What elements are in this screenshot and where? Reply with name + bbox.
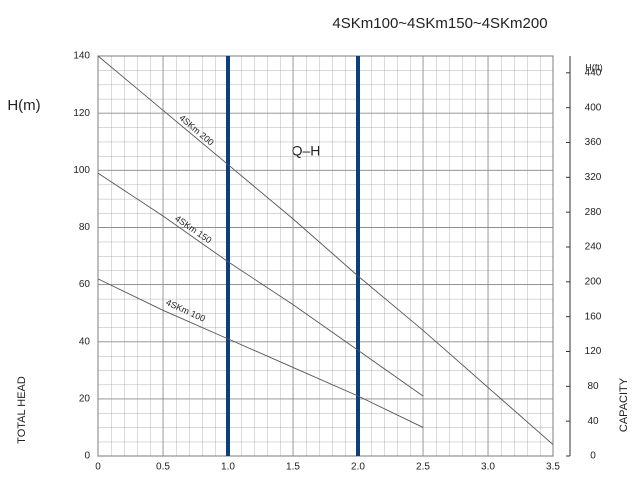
y-tick-label: 20 bbox=[79, 393, 91, 404]
x-tick-label: 3.5 bbox=[546, 462, 560, 473]
series-line bbox=[97, 172, 424, 397]
y2-axis-title: CAPACITY bbox=[618, 377, 630, 432]
y-tick-label: 120 bbox=[73, 108, 90, 119]
y2-tick-label: 400 bbox=[585, 102, 602, 113]
x-tick-label: 2.0 bbox=[351, 462, 365, 473]
x-tick-label: 1.5 bbox=[286, 462, 300, 473]
y2-tick-label: 200 bbox=[585, 276, 602, 287]
x-tick-label: 1.0 bbox=[221, 462, 235, 473]
y-tick-label: 60 bbox=[79, 279, 91, 290]
y2-tick-label: 240 bbox=[585, 242, 602, 253]
plot-area bbox=[97, 55, 554, 457]
y2-tick-label: 320 bbox=[585, 172, 602, 183]
x-tick-label: 3.0 bbox=[481, 462, 495, 473]
y2-tick-label: 360 bbox=[585, 137, 602, 148]
y2-tick-label: 40 bbox=[587, 416, 599, 427]
y2-tick-label: 80 bbox=[587, 381, 599, 392]
x-tick-label: 0 bbox=[95, 462, 101, 473]
y-tick-label: 40 bbox=[79, 336, 91, 347]
x-tick-label: 0.5 bbox=[156, 462, 170, 473]
y2-label: H(ft) bbox=[585, 62, 603, 72]
y2-tick-label: 440 bbox=[585, 67, 602, 78]
chart-title: 4SKm100~4SKm150~4SKm200 bbox=[332, 15, 547, 32]
series-line bbox=[97, 278, 424, 428]
y2-tick-label: 160 bbox=[585, 311, 602, 322]
y-axis-title: TOTAL HEAD bbox=[16, 376, 28, 444]
curve-label: Q–H bbox=[292, 143, 321, 159]
series-line bbox=[97, 55, 554, 445]
y2-tick-label: 0 bbox=[590, 451, 596, 462]
y-tick-label: 140 bbox=[73, 51, 90, 62]
y2-tick-label: 280 bbox=[585, 207, 602, 218]
x-tick-label: 2.5 bbox=[416, 462, 430, 473]
y-tick-label: 0 bbox=[84, 451, 90, 462]
y-tick-label: 80 bbox=[79, 222, 91, 233]
y-tick-label: 100 bbox=[73, 165, 90, 176]
y2-tick-label: 120 bbox=[585, 346, 602, 357]
y-label: H(m) bbox=[7, 97, 40, 114]
